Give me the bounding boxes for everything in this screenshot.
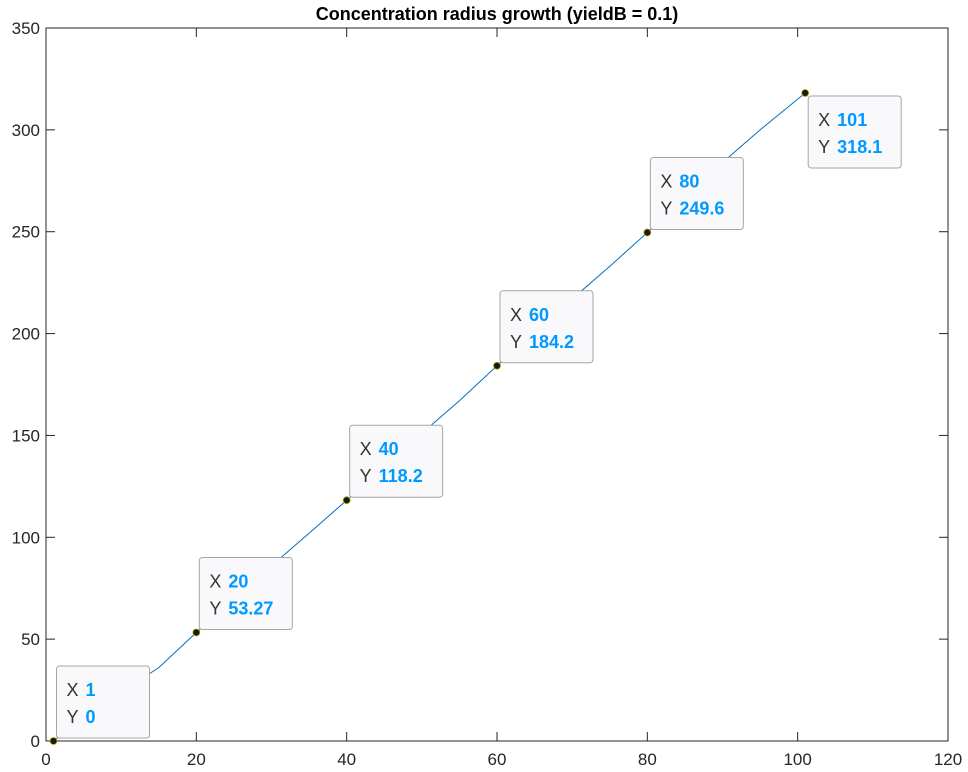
y-tick-label: 250 (12, 223, 40, 242)
datatip-x-value: 1 (86, 680, 96, 700)
datatip-y-key: Y (209, 598, 221, 618)
datatip-box (499, 290, 594, 364)
datatip-marker (643, 228, 652, 237)
x-tick-label: 100 (783, 750, 811, 769)
y-tick-label: 300 (12, 121, 40, 140)
datatip-x-value: 101 (837, 110, 867, 130)
datatip-x-key: X (67, 680, 79, 700)
datatip-y-value: 0 (86, 707, 96, 727)
datatip-marker (49, 737, 58, 745)
x-tick-label: 0 (41, 750, 50, 769)
x-tick-label: 60 (488, 750, 507, 769)
datatip: X 40 Y 118.2 (349, 424, 444, 498)
datatip-marker (342, 496, 351, 505)
datatip-y-value: 184.2 (529, 332, 574, 352)
datatip-box (56, 665, 151, 739)
datatip-y-value: 118.2 (379, 466, 423, 486)
datatip-y-key: Y (510, 332, 522, 352)
datatip-x-key: X (660, 172, 672, 192)
datatip: X 1Y 0 (56, 665, 151, 739)
x-tick-label: 20 (187, 750, 206, 769)
datatip: X 80 Y 249.6 (649, 157, 744, 231)
y-tick-label: 350 (12, 19, 40, 38)
datatip-x-key: X (360, 439, 372, 459)
datatip: X 20 Y 53.27 (198, 556, 293, 630)
datatip-x-value: 40 (379, 439, 399, 459)
datatip-marker (801, 89, 810, 97)
datatip-y-key: Y (818, 137, 830, 157)
datatip-box (349, 424, 444, 498)
y-tick-label: 100 (12, 528, 40, 547)
datatip-x-value: 80 (679, 172, 699, 192)
datatip-y-key: Y (660, 199, 672, 219)
y-tick-label: 150 (12, 426, 40, 445)
datatip-y-key: Y (360, 466, 372, 486)
datatip-marker (192, 628, 201, 637)
datatip-x-key: X (818, 110, 830, 130)
datatip-y-value: 249.6 (679, 199, 724, 219)
datatip-box (807, 95, 902, 169)
datatip-box (198, 556, 293, 630)
datatip: X 60 Y 184.2 (499, 290, 594, 364)
datatip-marker (493, 361, 501, 370)
y-tick-label: 50 (21, 630, 40, 649)
x-tick-label: 80 (638, 750, 657, 769)
datatip-y-key: Y (67, 707, 79, 727)
datatip-x-key: X (209, 571, 221, 591)
datatip-x-value: 60 (529, 305, 549, 325)
datatip: X 101 Y 318.1 (807, 95, 902, 169)
datatip-y-value: 318.1 (837, 137, 882, 157)
datatip-box (649, 157, 744, 231)
x-tick-label: 40 (337, 750, 356, 769)
chart-title: Concentration radius growth (yieldB = 0.… (316, 4, 679, 24)
y-tick-label: 200 (12, 325, 40, 344)
y-tick-label: 0 (31, 732, 40, 751)
datatip-x-key: X (510, 305, 522, 325)
x-tick-label: 120 (934, 750, 962, 769)
datatip-x-value: 20 (228, 571, 248, 591)
datatip-y-value: 53.27 (228, 598, 273, 618)
